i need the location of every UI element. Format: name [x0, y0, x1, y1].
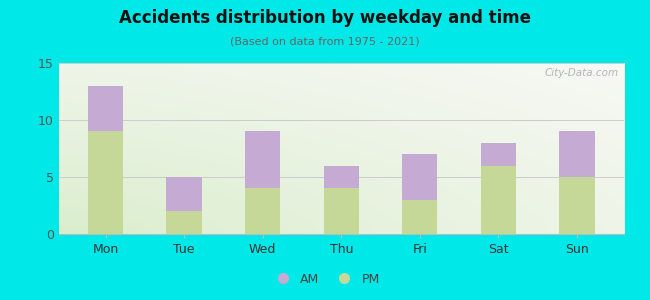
Bar — [166, 211, 202, 234]
Bar — [480, 143, 516, 166]
Legend: AM, PM: AM, PM — [265, 268, 385, 291]
Bar — [166, 177, 202, 211]
Bar — [559, 131, 595, 177]
Bar — [480, 166, 516, 234]
Bar — [245, 131, 280, 188]
Text: (Based on data from 1975 - 2021): (Based on data from 1975 - 2021) — [230, 36, 420, 46]
Bar — [324, 166, 359, 188]
Bar — [88, 86, 124, 131]
Bar — [245, 188, 280, 234]
Bar — [402, 200, 437, 234]
Bar — [402, 154, 437, 200]
Bar — [324, 188, 359, 234]
Text: City-Data.com: City-Data.com — [544, 68, 618, 78]
Text: Accidents distribution by weekday and time: Accidents distribution by weekday and ti… — [119, 9, 531, 27]
Bar — [559, 177, 595, 234]
Bar — [88, 131, 124, 234]
